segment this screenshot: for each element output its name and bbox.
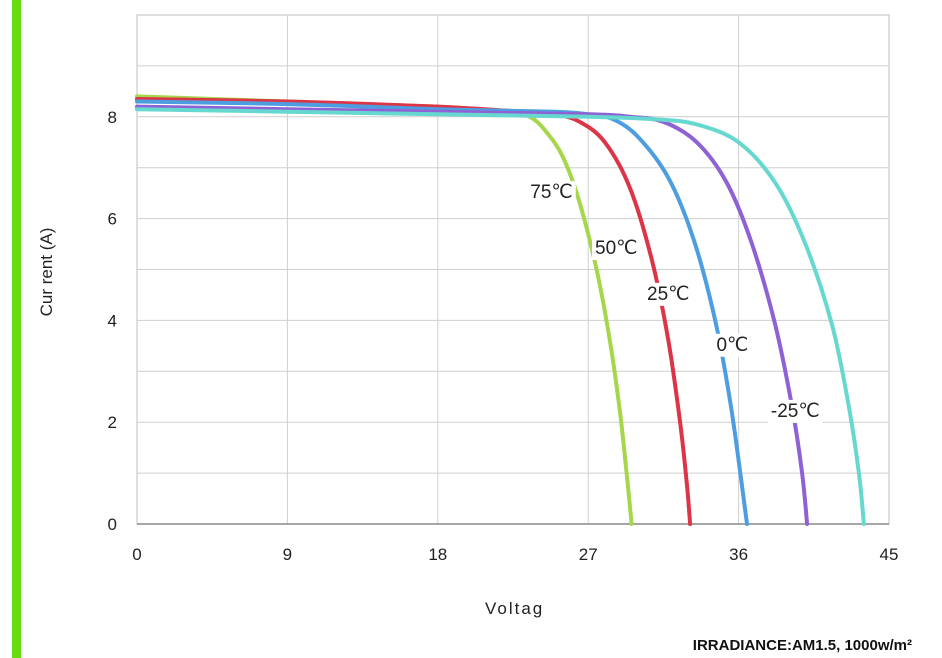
x-tick-label: 36 bbox=[729, 545, 748, 564]
series-layer bbox=[135, 94, 866, 526]
series-label: 25℃ bbox=[647, 284, 689, 305]
y-tick-label: 2 bbox=[108, 413, 117, 432]
series-label: 75℃ bbox=[530, 182, 572, 203]
x-tick-label: 45 bbox=[880, 545, 899, 564]
accent-bar bbox=[12, 0, 21, 658]
y-tick-label: 4 bbox=[108, 311, 117, 330]
series-line bbox=[135, 97, 693, 526]
series-label: 0℃ bbox=[716, 335, 748, 356]
x-tick-label: 0 bbox=[132, 545, 141, 564]
series-line bbox=[135, 104, 810, 526]
y-tick-label: 8 bbox=[108, 108, 117, 127]
x-tick-label: 9 bbox=[283, 545, 292, 564]
curve-label-layer: 75℃ 50℃ 25℃ 0℃ -25℃ bbox=[527, 181, 823, 423]
irradiance-footnote: IRRADIANCE:AM1.5, 1000w/m² bbox=[693, 637, 912, 654]
series-label-background bbox=[713, 333, 752, 357]
series-label: 50℃ bbox=[595, 238, 637, 259]
x-axis-label: Voltag bbox=[485, 599, 544, 618]
y-tick-label: 6 bbox=[108, 210, 117, 229]
tick-layer: 0 9 18 27 36 45 0 2 4 6 8 bbox=[108, 108, 899, 564]
series-label-background bbox=[527, 181, 576, 205]
series-label: -25℃ bbox=[771, 401, 820, 422]
series-line bbox=[135, 107, 866, 526]
series-line bbox=[135, 99, 749, 526]
y-tick-label: 0 bbox=[108, 515, 117, 534]
x-tick-label: 27 bbox=[579, 545, 598, 564]
grid-layer bbox=[136, 14, 890, 525]
series-label-background bbox=[644, 282, 693, 306]
series-label-background bbox=[592, 237, 641, 261]
series-label-background bbox=[767, 399, 823, 423]
y-axis-label: Cur rent (A) bbox=[37, 228, 56, 317]
x-tick-label: 18 bbox=[428, 545, 447, 564]
